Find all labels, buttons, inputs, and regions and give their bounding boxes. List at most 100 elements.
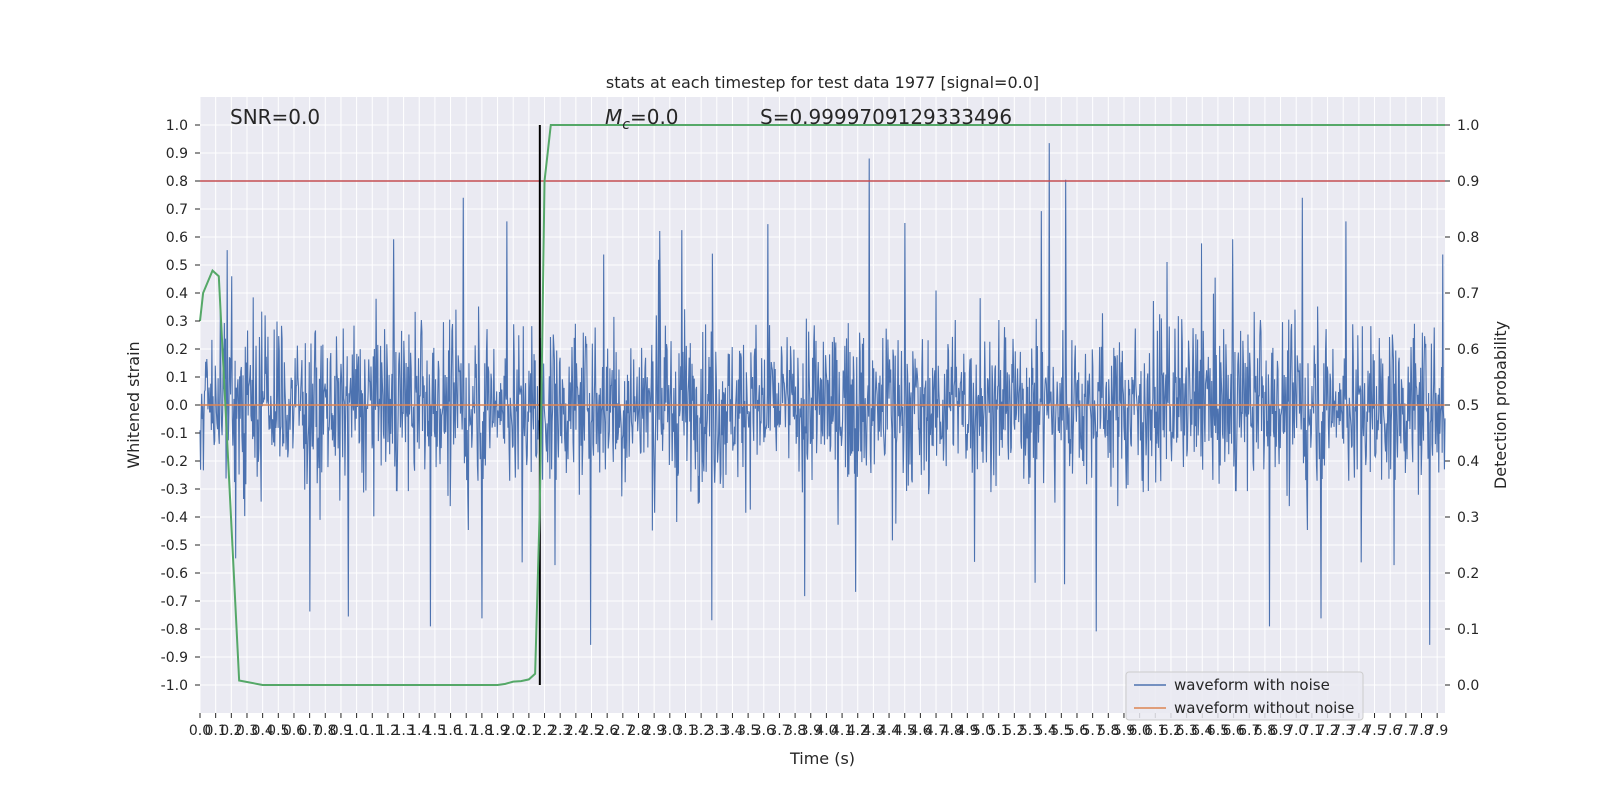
x-tick-label: 3.2 [690,723,712,739]
x-tick-label: 6.6 [1222,723,1244,739]
x-tick-label: 7.9 [1426,723,1448,739]
x-tick-label: 5.3 [1019,723,1041,739]
x-tick-label: 3.8 [784,723,806,739]
legend-label-waveform-with-noise: waveform with noise [1174,676,1330,694]
x-tick-label: 1.7 [455,723,477,739]
x-tick-label: 0.1 [205,723,227,739]
x-tick-label: 5.1 [988,723,1010,739]
x-tick-label: 1.1 [361,723,383,739]
x-tick-label: 7.3 [1332,723,1354,739]
x-tick-label: 1.3 [392,723,414,739]
chirp-mass-symbol: M [605,105,622,129]
x-tick-label: 4.7 [925,723,947,739]
chirp-mass-annotation: Mc=0.0 [605,105,679,133]
y2-tick-label: 0.5 [1457,398,1479,414]
y2-tick-label: 0.1 [1457,622,1479,638]
y-tick-label: 0.8 [166,174,188,190]
x-tick-label: 5.9 [1113,723,1135,739]
x-tick-label: 4.0 [815,723,837,739]
x-tick-label: 0.7 [298,723,320,739]
x-tick-label: 0.3 [236,723,258,739]
x-tick-label: 5.2 [1003,723,1025,739]
x-tick-label: 2.6 [596,723,618,739]
x-tick-label: 4.2 [847,723,869,739]
x-tick-label: 7.6 [1379,723,1401,739]
x-tick-label: 1.2 [377,723,399,739]
x-tick-label: 5.5 [1050,723,1072,739]
y2-axis-label: Detection probability [1491,321,1510,489]
x-tick-label: 7.2 [1316,723,1338,739]
x-tick-label: 7.4 [1348,723,1370,739]
y-tick-label: -0.1 [161,426,188,442]
waveform-with-noise-line [199,143,1446,645]
x-tick-label: 3.7 [768,723,790,739]
y2-tick-label: 0.2 [1457,566,1479,582]
x-axis-label: Time (s) [789,749,855,768]
x-tick-label: 5.6 [1066,723,1088,739]
y2-tick-label: 0.0 [1457,678,1479,694]
y-tick-label: -0.7 [161,594,188,610]
score-annotation: S=0.9999709129333496 [760,105,1012,129]
x-tick-label: 7.0 [1285,723,1307,739]
y-tick-label: 0.6 [166,230,188,246]
x-tick-label: 4.1 [831,723,853,739]
x-tick-label: 1.5 [424,723,446,739]
y-tick-label: -0.8 [161,622,188,638]
x-tick-label: 0.4 [252,723,274,739]
y-tick-label: 0.9 [166,146,188,162]
y-tick-label: 0.5 [166,258,188,274]
legend-label-waveform-without-noise: waveform without noise [1174,699,1354,717]
x-tick-label: 2.2 [533,723,555,739]
x-tick-label: 2.3 [549,723,571,739]
x-tick-label: 7.7 [1395,723,1417,739]
x-tick-label: 3.0 [659,723,681,739]
x-tick-label: 6.0 [1128,723,1150,739]
y-tick-label: 0.2 [166,342,188,358]
y2-tick-label: 0.8 [1457,230,1479,246]
chirp-mass-value: =0.0 [630,105,679,129]
y2-tick-label: 0.7 [1457,286,1479,302]
x-tick-label: 1.6 [439,723,461,739]
y-tick-label: 0.7 [166,202,188,218]
x-tick-label: 5.7 [1082,723,1104,739]
y2-tick-label: 0.3 [1457,510,1479,526]
x-tick-label: 0.8 [314,723,336,739]
y-axis-label: Whitened strain [124,341,143,468]
y-tick-label: -1.0 [161,678,188,694]
x-tick-label: 3.3 [706,723,728,739]
x-tick-label: 0.0 [189,723,211,739]
x-tick-label: 6.3 [1175,723,1197,739]
chart-title: stats at each timestep for test data 197… [606,73,1039,92]
y-tick-label: 0.0 [166,398,188,414]
x-tick-label: 7.1 [1301,723,1323,739]
x-tick-label: 0.5 [267,723,289,739]
y-tick-label: -0.9 [161,650,188,666]
y-tick-label: -0.2 [161,454,188,470]
legend-box [1125,671,1364,721]
y-tick-label: 0.3 [166,314,188,330]
x-tick-label: 3.4 [721,723,743,739]
x-tick-label: 4.6 [909,723,931,739]
y-tick-label: -0.3 [161,482,188,498]
series-waveform-with-noise [199,143,1446,645]
detection-probability-line [199,124,1445,686]
x-tick-label: 1.9 [486,723,508,739]
x-tick-label: 2.0 [502,723,524,739]
y-tick-label: -0.6 [161,566,188,582]
x-tick-label: 5.8 [1097,723,1119,739]
y-tick-label: -0.5 [161,538,188,554]
y-tick-label: 0.1 [166,370,188,386]
chirp-mass-subscript: c [622,117,630,133]
x-tick-label: 6.4 [1191,723,1213,739]
x-tick-label: 4.4 [878,723,900,739]
x-tick-label: 3.5 [737,723,759,739]
x-tick-label: 2.5 [580,723,602,739]
x-tick-label: 4.5 [894,723,916,739]
x-tick-label: 0.6 [283,723,305,739]
y-tick-label: 1.0 [166,118,188,134]
y2-tick-label: 1.0 [1457,118,1479,134]
y2-tick-label: 0.9 [1457,174,1479,190]
y2-tick-label: 0.6 [1457,342,1479,358]
y-tick-label: -0.4 [161,510,188,526]
